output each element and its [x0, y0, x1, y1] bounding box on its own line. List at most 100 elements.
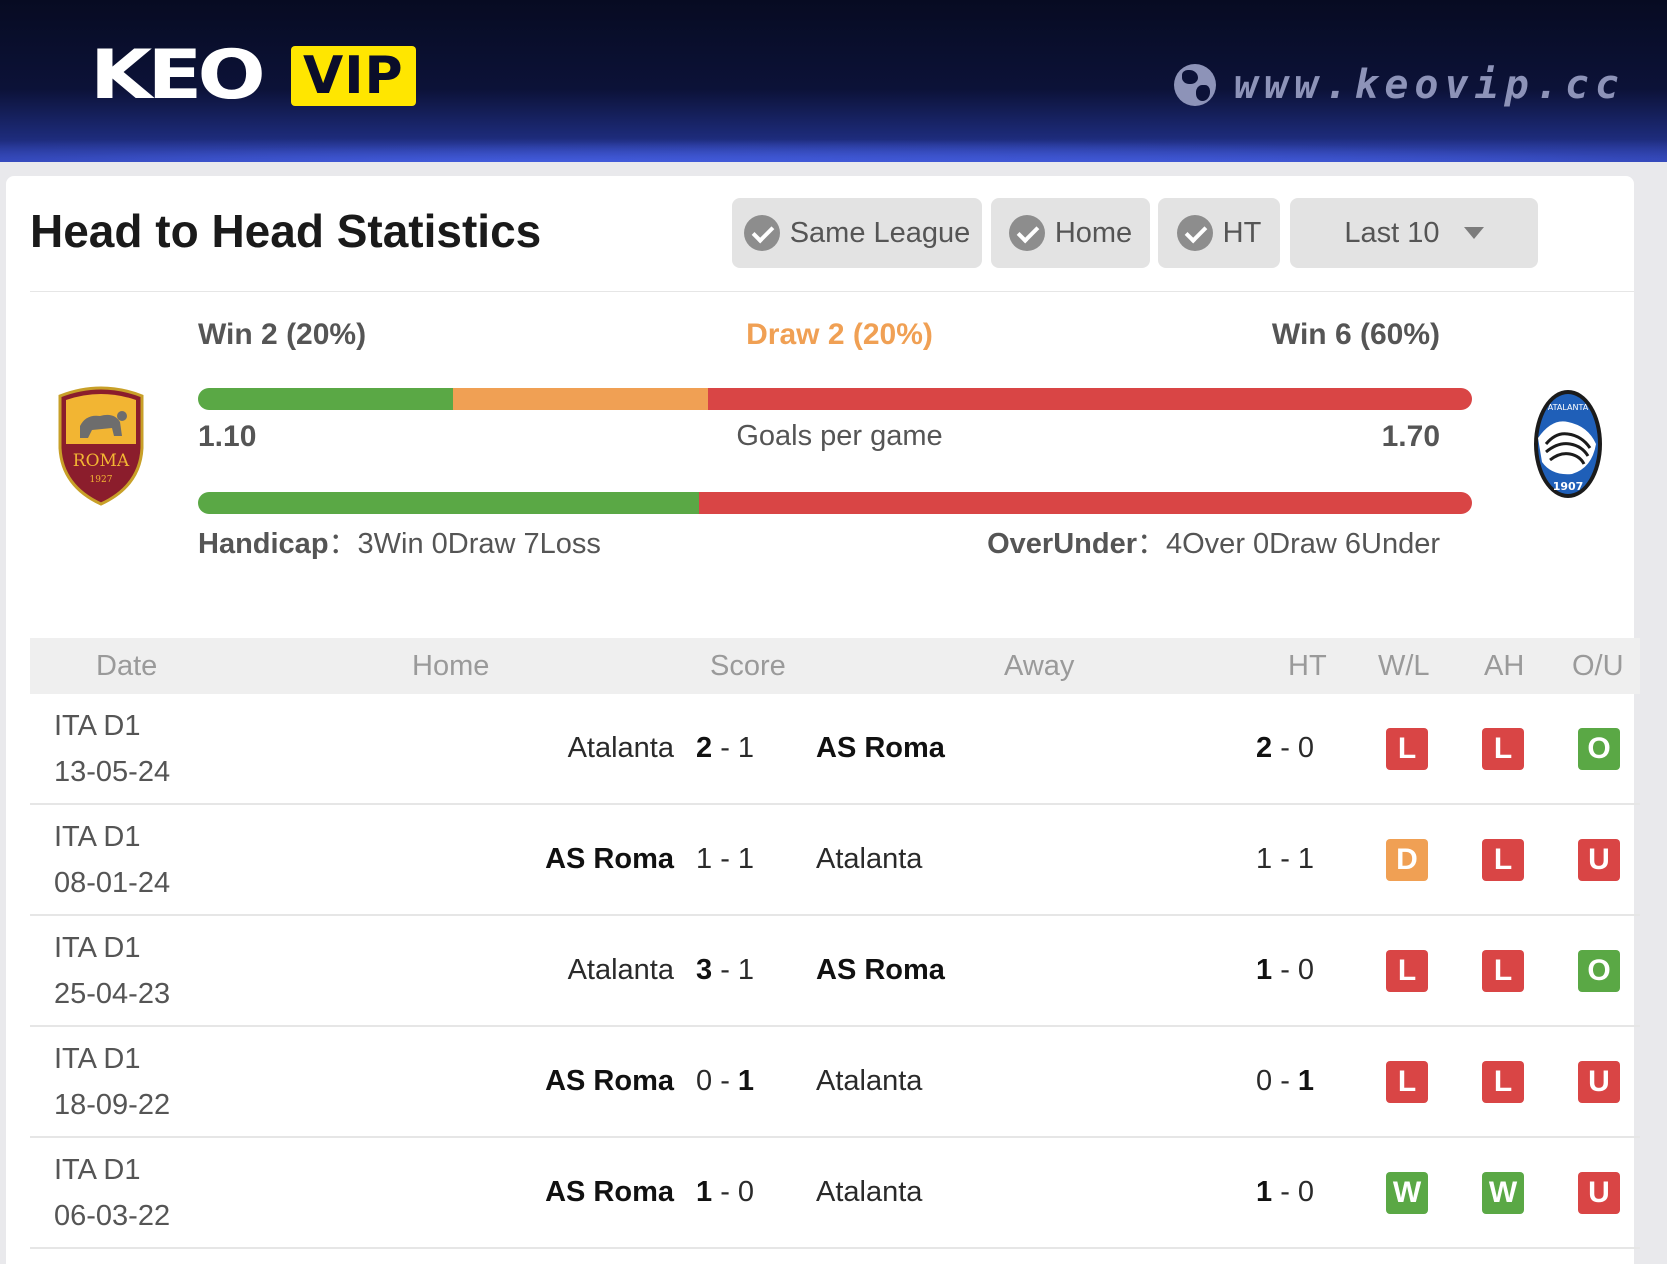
overunder-value: 4Over 0Draw 6Under [1166, 528, 1440, 560]
full-time-score: 0 - 1 [696, 1065, 755, 1097]
goals-per-game-label: Goals per game [736, 420, 943, 452]
away-team[interactable]: AS Roma [816, 732, 945, 764]
page-title: Head to Head Statistics [30, 205, 542, 257]
col-ht: HT [1288, 650, 1327, 682]
full-time-score: 2 - 1 [696, 732, 755, 764]
table-row[interactable]: ITA D1 18-09-22 AS Roma 0 - 1 Atalanta 0 - 1 L… [30, 1027, 1640, 1138]
half-time-score: 2 - 0 [1256, 732, 1315, 764]
half-time-score: 1 - 0 [1256, 954, 1315, 986]
away-team[interactable]: Atalanta [816, 1176, 923, 1208]
league-name: ITA D1 [54, 1043, 141, 1075]
result-distribution-bar [198, 388, 1472, 410]
ou-badge: O [1578, 728, 1620, 770]
away-win-segment [707, 388, 1472, 410]
ht-away: 0 [1297, 954, 1315, 986]
filter-same-league-label: Same League [789, 216, 971, 249]
atalanta-crest-text: ATALANTA [1548, 403, 1589, 412]
col-wl: W/L [1378, 650, 1430, 682]
wl-badge: L [1386, 950, 1428, 992]
overunder-label: OverUnder [987, 528, 1137, 560]
logo-vip-text: VIP [290, 46, 416, 106]
ah-badge: W [1482, 1172, 1524, 1214]
handicap-value: 3Win 0Draw 7Loss [357, 528, 601, 560]
filter-same-league-button[interactable]: Same League [732, 198, 982, 268]
home-team[interactable]: Atalanta [567, 732, 674, 764]
wl-badge: L [1386, 728, 1428, 770]
last-matches-value: Last 10 [1344, 216, 1440, 249]
half-time-score: 1 - 0 [1256, 1176, 1315, 1208]
score-away: 1 [737, 954, 755, 986]
match-date: 08-01-24 [54, 867, 171, 899]
header-banner: KEO VIP www.keovip.cc [0, 0, 1667, 162]
ht-away: 0 [1297, 1176, 1315, 1208]
ht-away: 0 [1297, 732, 1315, 764]
wl-badge: D [1386, 839, 1428, 881]
logo-keo-text: KEO [90, 36, 266, 115]
score-away: 1 [737, 843, 755, 875]
ah-badge: L [1482, 728, 1524, 770]
score-home: 3 [696, 954, 713, 986]
score-home: 1 [696, 1176, 713, 1208]
ou-badge: U [1578, 839, 1620, 881]
home-win-segment [198, 388, 453, 410]
home-team[interactable]: AS Roma [545, 1176, 674, 1208]
away-team[interactable]: Atalanta [816, 1065, 923, 1097]
match-date: 06-03-22 [54, 1200, 171, 1232]
last-matches-select[interactable]: Last 10 [1290, 198, 1538, 268]
home-win-summary: Win 2 (20%) [198, 318, 367, 351]
draw-summary: Draw 2 (20%) [746, 318, 933, 351]
home-team[interactable]: Atalanta [567, 954, 674, 986]
wl-badge: W [1386, 1172, 1428, 1214]
ah-badge: L [1482, 1061, 1524, 1103]
match-date: 25-04-23 [54, 978, 171, 1010]
ht-home: 1 [1256, 1176, 1273, 1208]
ht-away: 1 [1297, 1065, 1315, 1097]
table-row[interactable]: ITA D1 08-01-24 AS Roma 1 - 1 Atalanta 1 - 1 D… [30, 805, 1640, 916]
ou-badge: U [1578, 1172, 1620, 1214]
home-team[interactable]: AS Roma [545, 1065, 674, 1097]
away-win-summary: Win 6 (60%) [1271, 318, 1440, 351]
ht-home: 0 [1256, 1065, 1273, 1097]
roma-crest-text: ROMA [73, 451, 130, 471]
col-ah: AH [1484, 650, 1525, 682]
home-goals-segment [198, 492, 699, 514]
ht-home: 1 [1256, 954, 1273, 986]
match-date: 13-05-24 [54, 756, 171, 788]
league-name: ITA D1 [54, 1154, 141, 1186]
filter-home-label: Home [1054, 216, 1133, 249]
overunder-summary: OverUnder：4Over 0Draw 6Under [987, 528, 1440, 560]
goals-bar [198, 492, 1472, 514]
home-goals-per-game: 1.10 [198, 420, 257, 453]
table-row[interactable]: ITA D1 25-04-23 Atalanta 3 - 1 AS Roma 1 - 0 L… [30, 916, 1640, 1027]
title-divider [30, 291, 1634, 292]
keovip-logo[interactable]: KEO VIP [90, 36, 416, 115]
check-icon [1176, 215, 1213, 251]
home-team[interactable]: AS Roma [545, 843, 674, 875]
table-row[interactable]: ITA D1 06-03-22 AS Roma 1 - 0 Atalanta 1 - 0 W… [30, 1138, 1640, 1249]
filter-ht-button[interactable]: HT [1158, 198, 1280, 268]
away-team[interactable]: AS Roma [816, 954, 945, 986]
check-icon [1008, 215, 1045, 251]
away-team[interactable]: Atalanta [816, 843, 923, 875]
col-away: Away [1004, 650, 1075, 682]
ht-home: 1 [1256, 843, 1273, 875]
score-home: 2 [696, 732, 713, 764]
score-away: 1 [737, 732, 755, 764]
filter-home-button[interactable]: Home [991, 198, 1150, 268]
league-name: ITA D1 [54, 932, 141, 964]
col-score: Score [710, 650, 786, 682]
table-row[interactable]: ITA D1 13-05-24 Atalanta 2 - 1 AS Roma 2 - 0 L… [30, 694, 1640, 805]
half-time-score: 0 - 1 [1256, 1065, 1315, 1097]
ou-badge: U [1578, 1061, 1620, 1103]
wl-badge: L [1386, 1061, 1428, 1103]
roma-crest-year: 1927 [90, 475, 113, 485]
handicap-summary: Handicap：3Win 0Draw 7Loss [198, 528, 601, 560]
ht-away: 1 [1297, 843, 1315, 875]
table-header: Date Home Score Away HT W/L AH O/U [30, 638, 1640, 694]
half-time-score: 1 - 1 [1256, 843, 1315, 875]
draw-segment [452, 388, 708, 410]
ah-badge: L [1482, 950, 1524, 992]
site-url: www.keovip.cc [1233, 62, 1625, 108]
full-time-score: 1 - 1 [696, 843, 755, 875]
col-date: Date [96, 650, 158, 682]
